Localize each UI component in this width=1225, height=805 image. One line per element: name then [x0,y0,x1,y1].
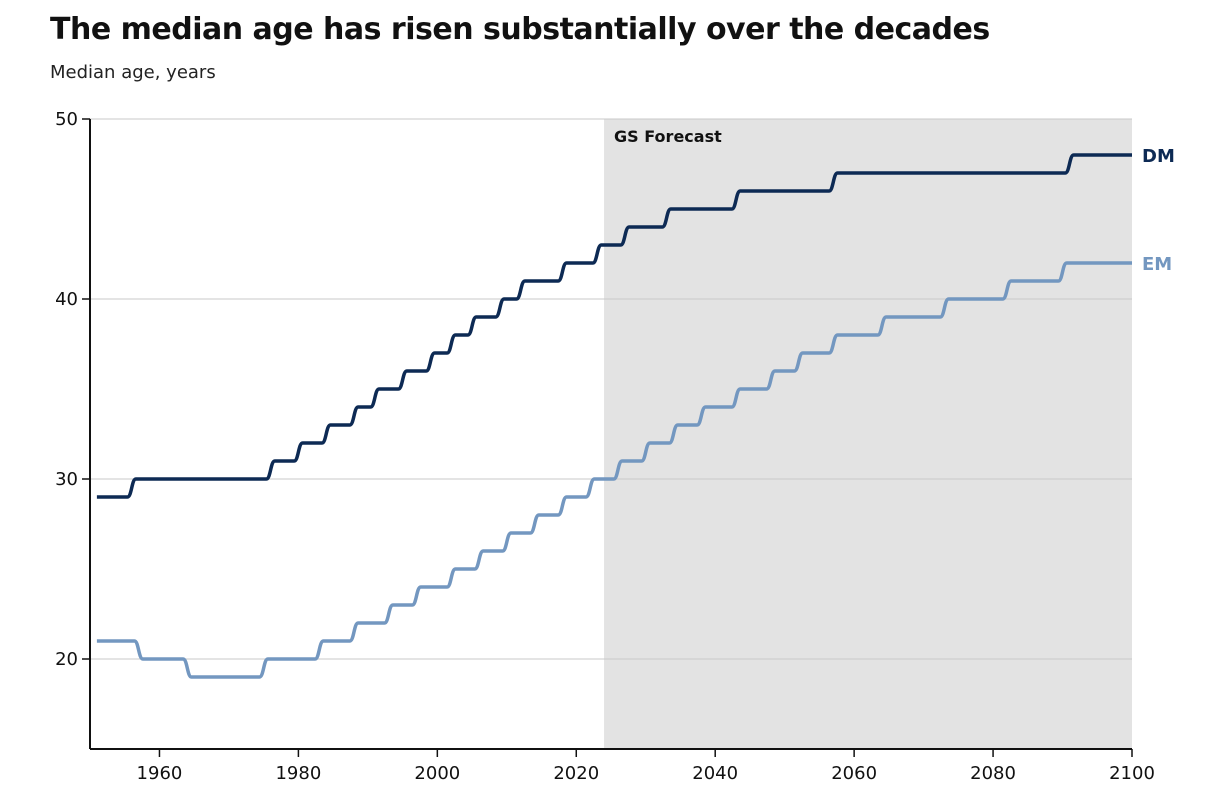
x-tick-label-1980: 1980 [275,763,321,784]
y-tick-label-30: 30 [55,469,78,490]
series-lines [96,153,1132,679]
chart-subtitle: Median age, years [50,62,216,83]
labels: 20 30 40 50 1960 1980 2000 2020 2040 2060 2080 2100… [55,109,1175,784]
x-tick-label-2100: 2100 [1109,763,1155,784]
x-tick-label-2000: 2000 [414,763,460,784]
series-line-dm [96,153,1132,499]
axes [82,118,1133,757]
x-tick-label-1960: 1960 [137,763,183,784]
x-tick-label-2080: 2080 [970,763,1016,784]
x-tick-label-2020: 2020 [553,763,599,784]
x-tick-label-2040: 2040 [692,763,738,784]
y-tick-label-40: 40 [55,289,78,310]
y-tick-label-50: 50 [55,109,78,130]
forecast-band [604,119,1132,749]
series-label-dm: DM [1142,146,1175,167]
y-tick-label-20: 20 [55,649,78,670]
series-label-em: EM [1142,254,1172,275]
forecast-label: GS Forecast [614,127,722,146]
chart-title: The median age has risen substantially o… [50,12,990,47]
x-tick-label-2060: 2060 [831,763,877,784]
series-line-em [96,261,1132,679]
